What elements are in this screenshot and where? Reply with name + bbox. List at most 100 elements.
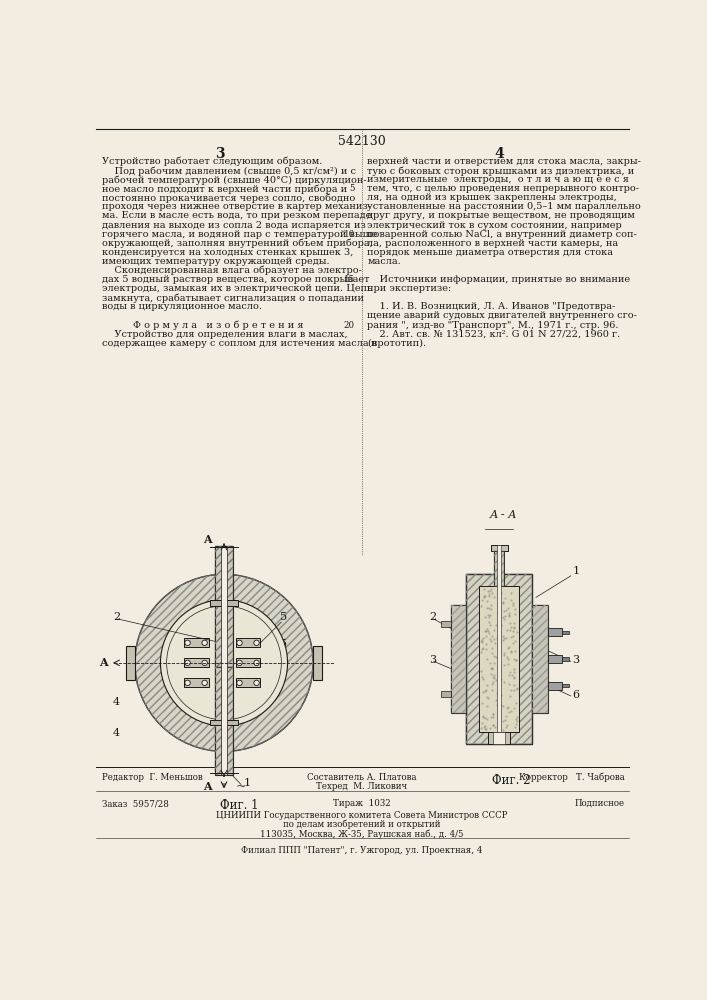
Point: [479, 588, 491, 604]
Point: [481, 651, 493, 667]
Point: [510, 601, 521, 617]
Bar: [547, 655, 561, 663]
Text: порядок меньше диаметра отверстия для стока: порядок меньше диаметра отверстия для ст…: [368, 248, 614, 257]
Point: [488, 648, 499, 664]
Point: [486, 661, 498, 677]
Point: [479, 683, 490, 699]
Bar: [489, 732, 510, 744]
Point: [496, 671, 507, 687]
Point: [508, 669, 520, 685]
Text: А - А: А - А: [489, 510, 517, 520]
Point: [498, 647, 510, 663]
Point: [502, 640, 513, 656]
Text: ное масло подходит к верхней части прибора и: ное масло подходит к верхней части прибо…: [103, 184, 347, 194]
Text: проходя через нижнее отверстие в картер механиз-: проходя через нижнее отверстие в картер …: [103, 202, 371, 211]
Text: ~: ~: [235, 780, 246, 793]
Point: [484, 720, 496, 736]
Point: [484, 617, 496, 633]
Text: постоянно прокачивается через сопло, свободно: постоянно прокачивается через сопло, сво…: [103, 193, 356, 203]
Text: 1. И. В. Возницкий, Л. А. Иванов "Предотвра-: 1. И. В. Возницкий, Л. А. Иванов "Предот…: [368, 302, 616, 311]
Point: [487, 717, 498, 733]
Text: ма. Если в масле есть вода, то при резком перепаде: ма. Если в масле есть вода, то при резко…: [103, 211, 372, 220]
Text: 3: 3: [216, 147, 225, 161]
Point: [476, 633, 487, 649]
Bar: [126, 646, 135, 680]
Text: ЦНИИПИ Государственного комитета Совета Министров СССР: ЦНИИПИ Государственного комитета Совета …: [216, 811, 508, 820]
Bar: [479, 586, 519, 732]
Bar: [441, 691, 450, 697]
Point: [479, 581, 490, 597]
Bar: [547, 682, 561, 690]
Point: [477, 640, 489, 656]
Point: [479, 623, 491, 639]
Point: [498, 674, 509, 690]
Bar: [221, 547, 227, 774]
Point: [498, 632, 509, 648]
Point: [501, 717, 513, 733]
Point: [502, 600, 513, 616]
Point: [479, 710, 490, 726]
Point: [494, 666, 506, 682]
Bar: [450, 605, 466, 713]
Bar: [184, 658, 209, 667]
Point: [486, 676, 498, 692]
Text: Устройство для определения влаги в маслах,: Устройство для определения влаги в масла…: [103, 330, 348, 339]
Text: 5: 5: [349, 184, 355, 193]
Text: A: A: [203, 781, 211, 792]
Text: Тираж  1032: Тираж 1032: [333, 799, 391, 808]
Bar: [210, 600, 238, 606]
Point: [486, 645, 498, 661]
Point: [479, 719, 490, 735]
Point: [481, 621, 493, 637]
Point: [508, 597, 519, 613]
Point: [493, 631, 505, 647]
Point: [510, 652, 522, 668]
Circle shape: [160, 600, 288, 726]
Point: [494, 600, 506, 616]
Point: [476, 644, 487, 660]
Bar: [235, 658, 260, 667]
Circle shape: [202, 660, 207, 666]
Point: [478, 630, 489, 646]
Point: [494, 584, 506, 600]
Point: [489, 622, 500, 638]
Text: 542130: 542130: [338, 135, 386, 148]
Point: [502, 699, 513, 715]
Text: Техред  М. Ликович: Техред М. Ликович: [317, 782, 407, 791]
Point: [503, 605, 515, 621]
Text: содержащее камеру с соплом для истечения масла в: содержащее камеру с соплом для истечения…: [103, 339, 378, 348]
Bar: [532, 605, 547, 713]
Point: [501, 700, 513, 716]
Circle shape: [254, 660, 259, 666]
Circle shape: [237, 680, 243, 686]
Point: [489, 631, 500, 647]
Point: [507, 628, 518, 644]
Text: Редактор  Г. Меньшов: Редактор Г. Меньшов: [103, 773, 203, 782]
Text: имеющих температуру окружающей среды.: имеющих температуру окружающей среды.: [103, 257, 330, 266]
Circle shape: [202, 640, 207, 646]
Bar: [561, 657, 569, 661]
Point: [509, 643, 520, 659]
Text: 4: 4: [113, 728, 120, 738]
Point: [480, 641, 491, 657]
Point: [508, 619, 520, 635]
Point: [476, 720, 487, 736]
Point: [511, 680, 522, 696]
Text: установленные на расстоянии 0,5–1 мм параллельно: установленные на расстоянии 0,5–1 мм пар…: [368, 202, 641, 211]
Point: [482, 623, 493, 639]
Text: 2: 2: [429, 612, 436, 622]
Point: [506, 682, 517, 698]
Point: [489, 655, 500, 671]
Point: [495, 585, 506, 601]
Point: [498, 611, 510, 627]
Text: давления на выходе из сопла 2 вода испаряется из: давления на выходе из сопла 2 вода испар…: [103, 221, 366, 230]
Point: [506, 643, 517, 659]
Point: [493, 648, 505, 664]
Circle shape: [167, 606, 281, 720]
Point: [511, 709, 522, 725]
Bar: [313, 646, 322, 680]
Point: [508, 682, 519, 698]
Point: [501, 602, 512, 618]
Point: [504, 688, 515, 704]
Point: [489, 667, 500, 683]
